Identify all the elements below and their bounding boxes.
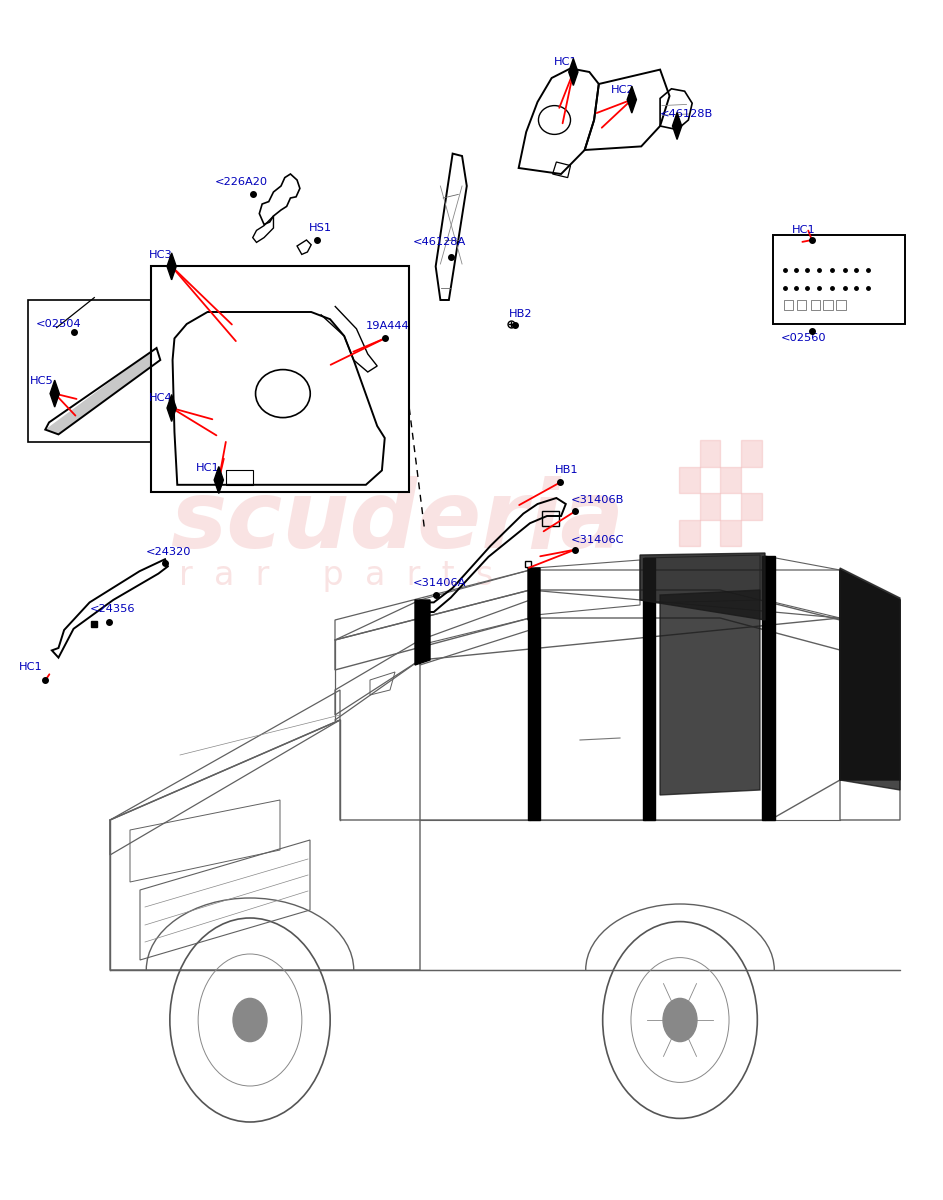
Polygon shape [840,568,900,790]
Polygon shape [640,553,765,620]
Bar [679,520,700,546]
Bar [811,300,820,310]
Bar [720,467,741,493]
Text: HC5: HC5 [30,377,54,386]
Text: <02504: <02504 [36,319,81,329]
Text: <226A20: <226A20 [215,178,268,187]
Bar [784,300,793,310]
Bar [741,493,762,520]
Text: HC1: HC1 [19,662,42,672]
Text: HB2: HB2 [509,310,533,319]
Text: <02560: <02560 [781,334,826,343]
Polygon shape [528,568,540,620]
Text: <31406B: <31406B [571,496,624,505]
Polygon shape [167,253,176,280]
Bar [741,440,762,467]
Polygon shape [660,590,760,794]
Text: <24320: <24320 [146,547,191,557]
Bar [720,520,741,546]
Text: <46128B: <46128B [660,109,713,119]
Text: <24356: <24356 [90,605,135,614]
Polygon shape [840,570,900,780]
Text: HB1: HB1 [554,466,578,475]
Text: HC1: HC1 [554,58,577,67]
Polygon shape [672,113,682,139]
Bar [679,467,700,493]
Circle shape [663,998,697,1042]
Circle shape [233,998,267,1042]
Text: HC1: HC1 [196,463,220,473]
Bar [700,440,720,467]
Bar [700,493,720,520]
Polygon shape [50,380,59,407]
Polygon shape [643,558,655,820]
Polygon shape [762,556,775,820]
Bar [797,300,806,310]
Text: HC3: HC3 [149,251,173,260]
Polygon shape [528,618,540,820]
Polygon shape [627,86,637,113]
Bar [542,511,559,526]
Polygon shape [569,59,578,85]
Text: HC1: HC1 [792,226,816,235]
Polygon shape [45,353,160,434]
Polygon shape [167,395,176,421]
Text: <31406A: <31406A [413,578,467,588]
Polygon shape [415,600,430,665]
Bar [823,300,833,310]
Text: scuderia: scuderia [170,476,623,568]
Bar [836,300,846,310]
Text: HC2: HC2 [611,85,635,95]
Bar [28,300,162,442]
Bar [151,266,409,492]
Text: r  a  r     p  a  r  t  s: r a r p a r t s [179,559,493,593]
Text: 19A444: 19A444 [366,322,409,331]
Text: <31406C: <31406C [571,535,624,545]
Text: <46128A: <46128A [413,238,466,247]
Text: HC4: HC4 [149,394,173,403]
Polygon shape [214,467,223,493]
Text: HS1: HS1 [309,223,333,233]
